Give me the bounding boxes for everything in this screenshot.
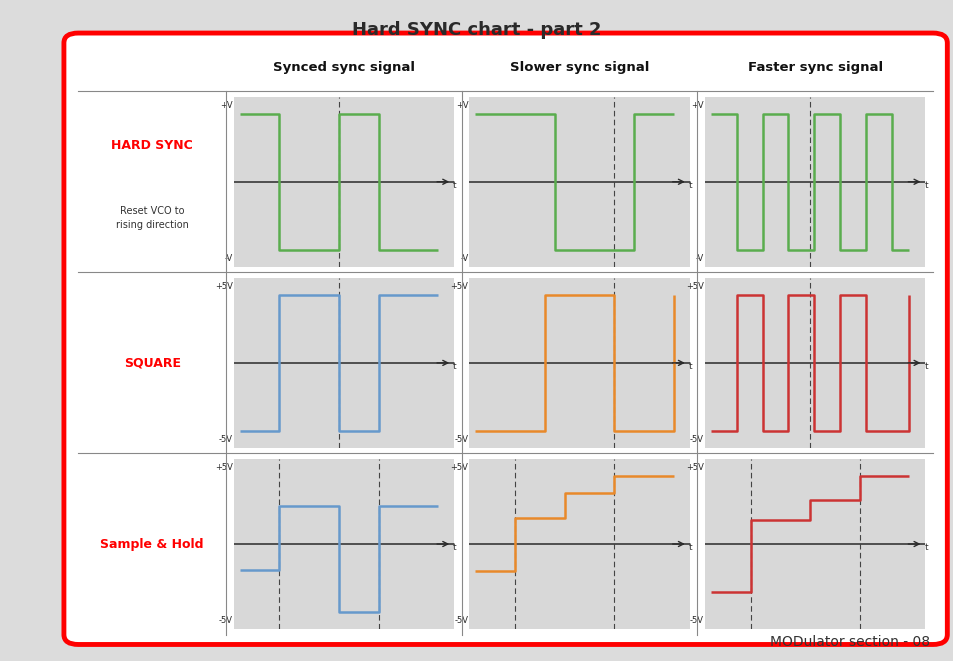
Text: +V: +V xyxy=(691,100,703,110)
Text: t: t xyxy=(923,543,927,552)
Text: -5V: -5V xyxy=(218,616,233,625)
Text: -5V: -5V xyxy=(218,435,233,444)
Text: +5V: +5V xyxy=(450,282,468,291)
Text: Reset VCO to
rising direction: Reset VCO to rising direction xyxy=(115,206,189,230)
Text: Hard SYNC chart - part 2: Hard SYNC chart - part 2 xyxy=(352,21,601,39)
Text: t: t xyxy=(688,180,692,190)
Text: -5V: -5V xyxy=(454,616,468,625)
Text: +5V: +5V xyxy=(685,463,703,472)
Text: -5V: -5V xyxy=(689,616,703,625)
Text: t: t xyxy=(688,543,692,552)
Text: +V: +V xyxy=(220,100,233,110)
Text: Slower sync signal: Slower sync signal xyxy=(509,61,649,73)
Text: t: t xyxy=(453,543,456,552)
Text: HARD SYNC: HARD SYNC xyxy=(112,139,193,152)
Text: Synced sync signal: Synced sync signal xyxy=(273,61,415,73)
Text: MODulator section - 08: MODulator section - 08 xyxy=(769,635,929,649)
Text: +5V: +5V xyxy=(450,463,468,472)
Text: SQUARE: SQUARE xyxy=(124,356,180,369)
Text: +V: +V xyxy=(456,100,468,110)
Text: t: t xyxy=(453,180,456,190)
Text: +5V: +5V xyxy=(214,282,233,291)
Text: t: t xyxy=(688,362,692,371)
Text: +5V: +5V xyxy=(214,463,233,472)
Text: Sample & Hold: Sample & Hold xyxy=(100,537,204,551)
Text: +5V: +5V xyxy=(685,282,703,291)
Text: -V: -V xyxy=(695,254,703,263)
Text: t: t xyxy=(923,180,927,190)
Text: -5V: -5V xyxy=(689,435,703,444)
Text: -5V: -5V xyxy=(454,435,468,444)
Text: -V: -V xyxy=(224,254,233,263)
Text: t: t xyxy=(923,362,927,371)
Text: Faster sync signal: Faster sync signal xyxy=(747,61,882,73)
Text: -V: -V xyxy=(459,254,468,263)
Text: t: t xyxy=(453,362,456,371)
